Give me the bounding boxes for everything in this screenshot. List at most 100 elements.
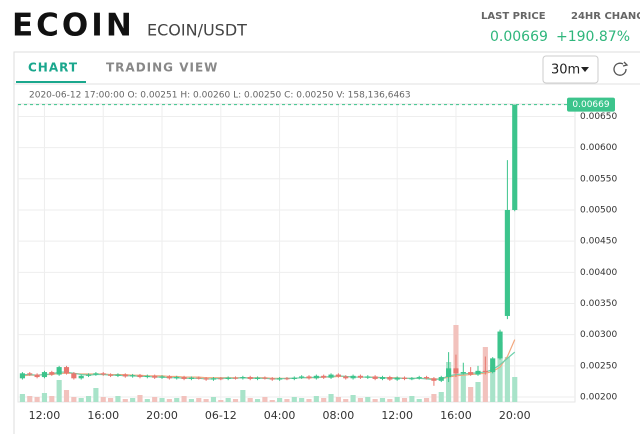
y-tick-label: 0.00350	[580, 299, 617, 309]
volume-bar	[335, 397, 341, 402]
volume-bar	[188, 399, 194, 402]
tab-chart[interactable]: CHART	[28, 61, 78, 75]
x-tick-label: 06-12	[205, 409, 237, 422]
volume-bar	[431, 394, 437, 402]
candle-body	[196, 377, 202, 379]
candle-body	[306, 376, 312, 379]
candle-body	[166, 376, 172, 379]
volume-bar	[232, 399, 239, 402]
candle-body	[152, 375, 158, 378]
change: +190.87%	[556, 29, 630, 45]
candle-body	[63, 367, 70, 374]
volume-bar	[365, 397, 371, 402]
candle-body	[78, 375, 84, 379]
volume-bar	[313, 396, 319, 402]
candle-body	[144, 375, 150, 378]
candle-body	[27, 373, 33, 375]
x-tick-label: 16:00	[87, 409, 119, 422]
volume-bar	[306, 399, 312, 402]
plot: 0.00200 0.00250 0.00300 0.00350 0.00400 0.004…	[17, 97, 617, 422]
volume-bar	[357, 398, 364, 402]
candle-body	[284, 378, 290, 380]
candle-body	[468, 372, 474, 375]
candle-body	[100, 373, 106, 375]
candle-body	[210, 378, 217, 380]
candle-body	[122, 374, 128, 377]
y-tick-label: 0.00250	[580, 361, 617, 371]
volume-bar	[93, 388, 99, 402]
volume-bar	[19, 394, 25, 402]
candle-body	[115, 374, 121, 376]
volume-bar	[41, 393, 48, 402]
y-tick-label: 0.00500	[580, 205, 617, 215]
candle-body	[203, 378, 209, 380]
logo: ECOIN	[12, 8, 135, 44]
candle-body	[71, 373, 77, 379]
y-tick-label: 0.00650	[580, 112, 617, 122]
candle-body	[299, 376, 305, 378]
volume-bar	[144, 399, 150, 402]
candle-body	[350, 375, 356, 379]
candle-body	[394, 377, 400, 380]
volume-bar	[210, 397, 217, 402]
x-tick-label: 08:00	[323, 409, 355, 422]
interval-dropdown[interactable]	[542, 55, 599, 84]
candle-body	[460, 372, 466, 374]
volume-bar	[100, 397, 106, 402]
candle-body	[328, 374, 334, 378]
volume-bar	[49, 396, 55, 402]
volume-bar	[130, 398, 136, 402]
interval: 30m	[551, 63, 580, 78]
candle-body	[453, 368, 459, 374]
candle-body	[49, 372, 55, 375]
volume-bar	[379, 398, 386, 402]
volume-bar	[225, 398, 231, 402]
volume-bar	[262, 397, 268, 402]
volume-bar	[328, 394, 334, 402]
volume-bar	[166, 399, 172, 402]
volume-bar	[460, 372, 466, 402]
candle-body	[387, 377, 393, 380]
volume-bar	[504, 357, 510, 402]
volume-bar	[56, 380, 62, 402]
candle-body	[291, 377, 297, 379]
tab-trading-view[interactable]: TRADING VIEW	[106, 61, 218, 75]
candle-body	[313, 375, 319, 379]
y-tick-label: 0.00300	[580, 330, 617, 340]
volume-bar	[63, 390, 70, 402]
x-tick-label: 20:00	[499, 409, 531, 422]
volume-bar	[247, 398, 253, 402]
candle-body	[431, 378, 437, 381]
candle-body	[108, 374, 114, 376]
volume-bar	[203, 399, 209, 402]
candle-body	[343, 376, 349, 379]
candle-body	[254, 377, 261, 379]
candle-body	[409, 378, 415, 380]
volume-bar	[299, 398, 305, 402]
refresh-icon[interactable]	[613, 61, 629, 76]
volume-bar	[343, 399, 349, 402]
y-tick-label: 0.00550	[580, 174, 617, 184]
candle-body	[85, 374, 92, 376]
volume-bar	[108, 398, 114, 402]
candle-body	[475, 370, 481, 375]
candle-body	[181, 377, 187, 379]
last-price: 0.00669	[490, 29, 548, 45]
volume-bar	[423, 398, 430, 402]
volume-bar	[468, 387, 474, 402]
x-tick-label: 20:00	[146, 409, 178, 422]
candle-body	[218, 378, 224, 380]
ohlc-info: 2020-06-12 17:00:00 O: 0.00251 H: 0.0026…	[29, 91, 411, 101]
candle-body	[423, 377, 430, 379]
x-tick-label: 12:00	[29, 409, 61, 422]
candle-body	[240, 377, 246, 379]
volume-bar	[277, 398, 283, 402]
candle-body	[416, 377, 422, 379]
volume-bar	[254, 399, 261, 402]
volume-bar	[372, 399, 378, 402]
candle-body	[490, 358, 496, 373]
candle-body	[438, 377, 444, 381]
candle-body	[277, 378, 283, 380]
